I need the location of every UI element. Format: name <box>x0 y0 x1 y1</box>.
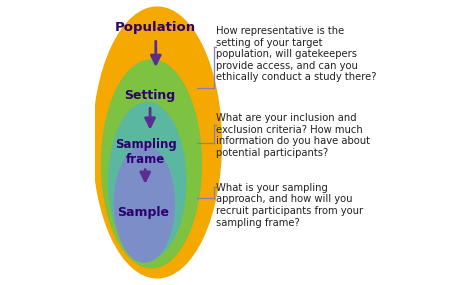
Ellipse shape <box>114 145 174 262</box>
Text: Sampling
frame: Sampling frame <box>115 139 177 166</box>
Text: How representative is the
setting of your target
population, will gatekeepers
pr: How representative is the setting of you… <box>216 26 376 82</box>
Text: Sample: Sample <box>117 206 169 219</box>
Text: Population: Population <box>115 21 196 34</box>
Text: What are your inclusion and
exclusion criteria? How much
information do you have: What are your inclusion and exclusion cr… <box>216 113 370 158</box>
Text: What is your sampling
approach, and how will you
recruit participants from your
: What is your sampling approach, and how … <box>216 183 363 228</box>
Ellipse shape <box>101 60 201 268</box>
Ellipse shape <box>93 7 221 278</box>
Ellipse shape <box>109 103 186 259</box>
Text: Setting: Setting <box>125 89 176 102</box>
